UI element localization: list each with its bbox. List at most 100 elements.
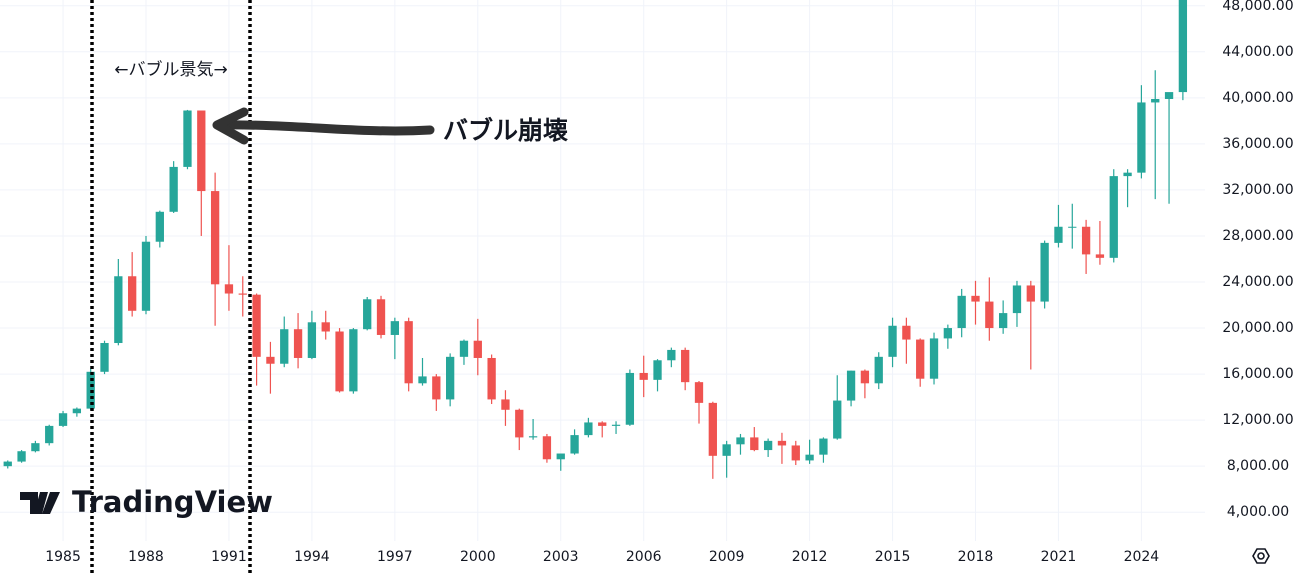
- candle-body: [542, 436, 552, 460]
- x-tick-label: 2018: [958, 549, 994, 565]
- candle-body: [916, 339, 925, 379]
- candle-body: [100, 343, 109, 372]
- candles: [3, 0, 1188, 479]
- x-tick-label: 1985: [45, 549, 81, 565]
- candle-body: [957, 295, 966, 329]
- x-tick-label: 1997: [377, 549, 413, 565]
- x-tick-label: 2012: [792, 549, 828, 565]
- candle-body: [805, 454, 814, 461]
- candle-body: [45, 425, 54, 444]
- x-tick-label: 2015: [875, 549, 911, 565]
- candle-body: [169, 166, 178, 212]
- candle-body: [556, 453, 565, 460]
- y-tick-label: 32,000.00: [1222, 182, 1293, 198]
- candle-body: [390, 321, 399, 335]
- candle-body: [501, 399, 510, 410]
- candle-body: [985, 301, 994, 329]
- candle-body: [929, 338, 939, 379]
- candle-body: [888, 325, 897, 357]
- candle-body: [1040, 242, 1049, 302]
- candle-body: [598, 422, 607, 426]
- candle-body: [584, 422, 593, 436]
- x-tick-label: 2009: [709, 549, 745, 565]
- candle-body: [1081, 226, 1091, 255]
- candle-body: [1095, 254, 1105, 258]
- candle-body: [404, 321, 413, 384]
- candle-body: [708, 402, 717, 456]
- x-tick-label: 2021: [1041, 549, 1077, 565]
- candle-body: [335, 331, 344, 392]
- y-tick-label: 44,000.00: [1222, 44, 1293, 60]
- candle-body: [155, 211, 164, 242]
- candle-body: [639, 372, 648, 380]
- candle-body: [1109, 176, 1118, 258]
- candle-body: [902, 325, 911, 340]
- candle-body: [1178, 0, 1188, 93]
- candle-body: [874, 356, 883, 384]
- candle-body: [570, 435, 579, 454]
- candle-body: [625, 372, 635, 425]
- axes: 4,000.00 8,000.00 12,000.00 16,000.00 20,000…: [45, 0, 1293, 565]
- candle-body: [1054, 226, 1063, 243]
- y-tick-label: 36,000.00: [1222, 136, 1293, 152]
- candle-body: [1164, 92, 1174, 99]
- candle-body: [114, 276, 123, 344]
- candle-body: [971, 295, 980, 302]
- candle-body: [833, 400, 842, 439]
- candle-body: [1151, 98, 1160, 103]
- candle-body: [999, 313, 1008, 329]
- candle-body: [17, 451, 26, 462]
- candle-body: [321, 322, 330, 332]
- candle-body: [418, 376, 427, 384]
- candle-body: [141, 241, 151, 311]
- candle-body: [1068, 226, 1077, 228]
- candle-body: [473, 340, 482, 358]
- settings-hex[interactable]: [1252, 548, 1270, 564]
- y-tick-label: 24,000.00: [1222, 274, 1293, 290]
- y-tick-label: 40,000.00: [1222, 90, 1293, 106]
- candle-body: [846, 370, 856, 401]
- candle-body: [487, 357, 496, 400]
- candle-body: [210, 191, 220, 285]
- annotation: ←バブル景気→: [114, 59, 228, 80]
- logo-icon: [20, 492, 60, 514]
- logo: TradingView: [20, 485, 273, 519]
- candle-body: [667, 349, 676, 361]
- settings-icon[interactable]: [1252, 548, 1270, 564]
- candle-body: [445, 356, 455, 400]
- candle-body: [750, 437, 759, 451]
- candle-body: [1012, 285, 1022, 314]
- candle-body: [681, 349, 690, 383]
- y-tick-label: 4,000.00: [1227, 504, 1289, 520]
- candle-body: [3, 461, 12, 467]
- x-tick-label: 2003: [543, 549, 579, 565]
- candle-body: [280, 329, 289, 364]
- candle-body: [736, 437, 745, 445]
- candle-body: [1137, 102, 1146, 173]
- candle-body: [293, 329, 303, 358]
- candle-body: [349, 329, 358, 392]
- candle-body: [183, 110, 192, 167]
- candle-body: [363, 299, 372, 330]
- candle-body: [722, 444, 731, 456]
- candle-body: [128, 276, 137, 311]
- arrow: [217, 120, 435, 136]
- candle-body: [307, 322, 317, 358]
- y-tick-label: 16,000.00: [1222, 366, 1293, 382]
- candle-body: [943, 328, 952, 339]
- x-tick-label: 2024: [1124, 549, 1160, 565]
- x-tick-label: 1994: [294, 549, 330, 565]
- x-tick-label: 1991: [211, 549, 247, 565]
- candle-body: [1123, 172, 1132, 177]
- grid: [0, 0, 1205, 541]
- candle-body: [611, 424, 621, 426]
- annotation: バブル崩壊: [443, 116, 568, 145]
- y-tick-label: 20,000.00: [1222, 320, 1293, 336]
- y-tick-label: 48,000.00: [1222, 0, 1293, 14]
- candle-body: [528, 436, 538, 438]
- candle-body: [376, 299, 386, 335]
- candle-body: [197, 110, 206, 192]
- settings-dot[interactable]: [1257, 552, 1265, 560]
